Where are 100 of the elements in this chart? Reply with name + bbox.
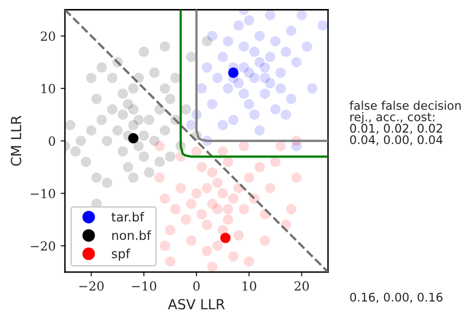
point bbox=[196, 162, 207, 172]
legend-label: non.bf bbox=[112, 230, 152, 240]
point bbox=[296, 10, 307, 20]
point bbox=[238, 140, 249, 152]
point bbox=[154, 156, 165, 168]
point bbox=[222, 204, 234, 214]
point bbox=[160, 83, 170, 94]
point bbox=[149, 68, 160, 78]
point bbox=[180, 104, 192, 115]
point bbox=[165, 151, 176, 162]
point bbox=[170, 72, 181, 84]
point bbox=[138, 151, 150, 162]
point bbox=[76, 136, 86, 146]
point bbox=[118, 146, 128, 157]
point bbox=[233, 230, 244, 240]
point bbox=[276, 68, 286, 78]
point bbox=[244, 15, 254, 26]
point bbox=[138, 46, 150, 57]
point bbox=[254, 125, 265, 136]
point bbox=[165, 224, 176, 236]
point bbox=[244, 99, 254, 110]
point bbox=[207, 99, 218, 110]
point bbox=[254, 30, 265, 42]
point bbox=[122, 162, 134, 172]
point bbox=[133, 114, 144, 126]
point bbox=[186, 52, 196, 62]
point bbox=[207, 167, 218, 178]
point bbox=[144, 114, 154, 126]
point bbox=[91, 94, 102, 104]
point bbox=[176, 182, 186, 194]
point bbox=[260, 235, 270, 246]
point bbox=[180, 214, 192, 225]
point bbox=[264, 52, 276, 62]
point bbox=[228, 193, 238, 204]
point bbox=[218, 188, 228, 198]
point bbox=[107, 104, 118, 115]
point bbox=[160, 41, 170, 52]
point bbox=[196, 209, 207, 220]
point bbox=[186, 198, 196, 209]
point bbox=[70, 146, 81, 157]
point bbox=[165, 256, 176, 267]
point bbox=[128, 172, 138, 183]
point bbox=[249, 72, 260, 84]
point bbox=[286, 204, 296, 214]
point bbox=[218, 52, 228, 62]
point bbox=[91, 172, 102, 183]
point bbox=[238, 41, 249, 52]
point bbox=[65, 120, 76, 130]
point bbox=[238, 88, 249, 99]
point bbox=[228, 68, 238, 78]
point bbox=[128, 133, 138, 144]
point bbox=[86, 72, 96, 84]
point bbox=[202, 220, 212, 230]
point bbox=[133, 140, 144, 152]
point bbox=[107, 72, 118, 84]
point bbox=[102, 136, 112, 146]
point bbox=[238, 204, 249, 214]
point bbox=[80, 156, 92, 168]
point bbox=[302, 41, 312, 52]
point bbox=[160, 193, 170, 204]
legend-label: spf bbox=[112, 248, 130, 261]
point bbox=[138, 130, 150, 141]
x-tick-label: 20 bbox=[294, 281, 309, 291]
legend-label: tar.bf bbox=[112, 212, 144, 222]
point bbox=[220, 232, 231, 244]
point bbox=[307, 83, 318, 94]
point bbox=[218, 146, 228, 157]
point bbox=[276, 140, 286, 152]
x-tick-label: 0 bbox=[193, 281, 200, 291]
point bbox=[276, 83, 286, 94]
point bbox=[264, 182, 276, 194]
point bbox=[222, 36, 234, 46]
point bbox=[260, 88, 270, 99]
point bbox=[202, 182, 212, 194]
point bbox=[212, 240, 223, 251]
point bbox=[254, 162, 265, 172]
x-tick-label: −10 bbox=[132, 281, 156, 291]
point bbox=[170, 204, 181, 214]
text: false false decision rej., acc., cost: 0.01, 0.02, 0.02 0.04, 0.00, 0.04 bbox=[350, 100, 461, 146]
point bbox=[286, 94, 296, 104]
point bbox=[186, 120, 196, 130]
point bbox=[160, 240, 170, 251]
point bbox=[244, 172, 254, 183]
y-axis-title: CM LLR bbox=[10, 116, 22, 166]
point bbox=[222, 83, 234, 94]
text: 0.16, 0.00, 0.16 bbox=[350, 292, 442, 303]
point bbox=[280, 110, 292, 120]
point bbox=[260, 62, 270, 73]
point bbox=[102, 178, 112, 188]
y-tick-label: −20 bbox=[30, 241, 56, 251]
point bbox=[96, 62, 107, 73]
point bbox=[165, 94, 176, 104]
point bbox=[233, 20, 244, 31]
point bbox=[202, 36, 212, 46]
point bbox=[196, 83, 207, 94]
point bbox=[264, 10, 276, 20]
x-axis-title: ASV LLR bbox=[168, 298, 225, 310]
point bbox=[154, 140, 165, 152]
point bbox=[222, 214, 234, 225]
point bbox=[212, 204, 223, 214]
